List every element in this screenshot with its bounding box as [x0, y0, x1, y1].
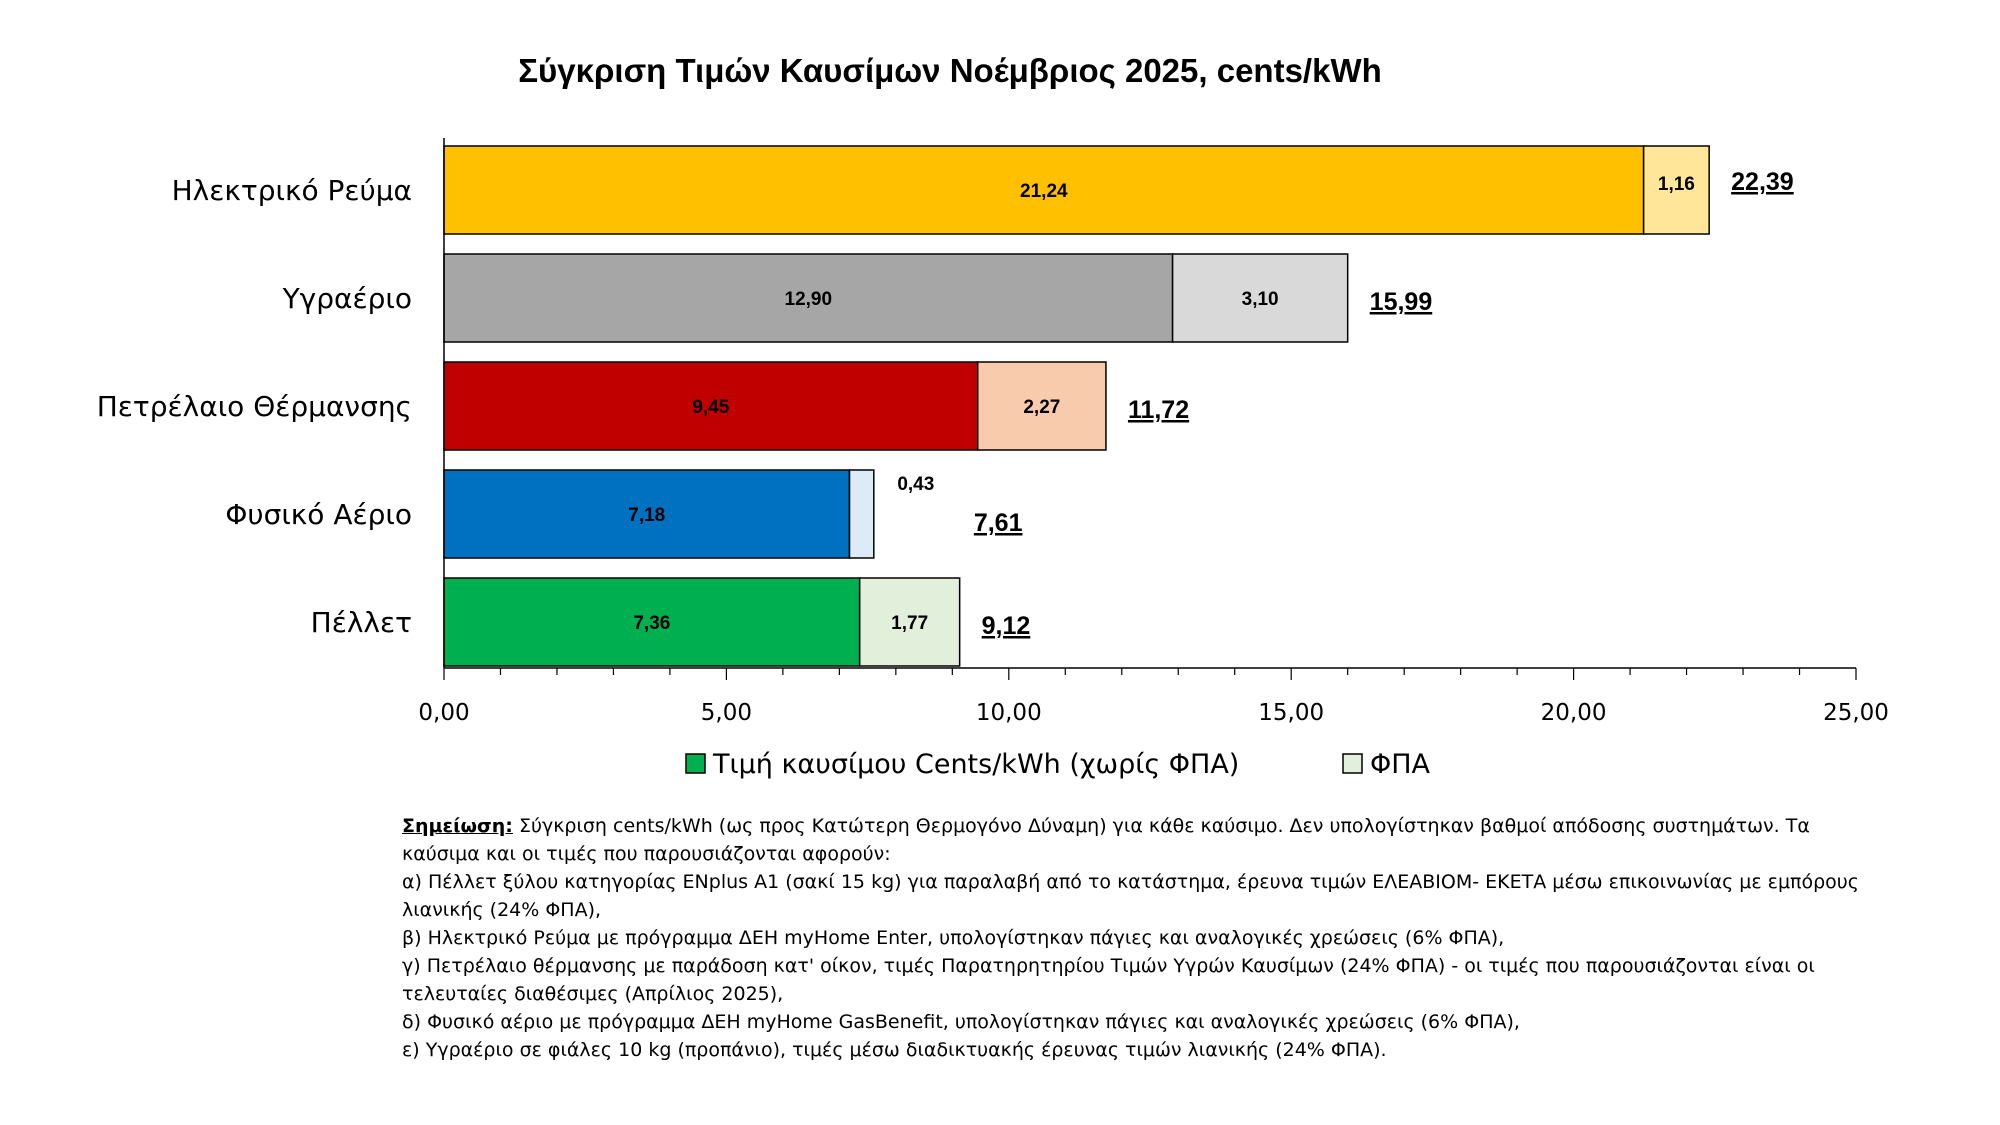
- category-label: Ηλεκτρικό Ρεύμα: [172, 174, 412, 207]
- bar-base: [443, 361, 979, 451]
- bar-vat-label: 1,16: [1658, 174, 1695, 195]
- bar-vat-label: 0,43: [897, 474, 934, 495]
- bar-base-label: 7,18: [628, 505, 665, 526]
- footnote-intro: Σημείωση: Σύγκριση cents/kWh (ως προς Κα…: [402, 812, 1862, 868]
- bar-base-label: 12,90: [785, 289, 833, 310]
- category-label: Υγραέριο: [282, 282, 412, 315]
- bar-vat: [848, 469, 875, 559]
- x-tick-label: 15,00: [1258, 700, 1324, 726]
- bar-vat-label: 1,77: [891, 613, 928, 634]
- footnote-label: Σημείωση:: [402, 815, 513, 837]
- x-tick-label: 5,00: [701, 700, 752, 726]
- footnote-item: ε) Υγραέριο σε φιάλες 10 kg (προπάνιο), …: [402, 1039, 1387, 1061]
- bar-total-label: 7,61: [974, 509, 1023, 537]
- bar-total-label: 15,99: [1370, 288, 1433, 316]
- footnote-item: δ) Φυσικό αέριο με πρόγραμμα ΔΕΗ myHome …: [402, 1011, 1520, 1033]
- bar-total-label: 11,72: [1128, 396, 1189, 424]
- legend-label: Τιμή καυσίμου Cents/kWh (χωρίς ΦΠΑ): [712, 749, 1239, 780]
- x-tick-label: 25,00: [1823, 700, 1889, 726]
- category-label: Πέλλετ: [311, 606, 412, 639]
- legend-swatch: [685, 753, 706, 774]
- footnote: Σημείωση: Σύγκριση cents/kWh (ως προς Κα…: [402, 812, 1862, 1064]
- chart-title: Σύγκριση Τιμών Καυσίμων Νοέμβριος 2025, …: [518, 52, 1382, 89]
- bar-vat: [858, 577, 961, 667]
- x-tick-label: 20,00: [1541, 700, 1607, 726]
- bar-total-label: 22,39: [1731, 168, 1794, 196]
- bar-vat-label: 2,27: [1023, 397, 1060, 418]
- bar-vat: [976, 361, 1107, 451]
- bar-vat: [1642, 145, 1710, 235]
- category-label: Φυσικό Αέριο: [225, 498, 412, 531]
- footnote-intro-text: Σύγκριση cents/kWh (ως προς Κατώτερη Θερ…: [402, 815, 1810, 865]
- bar-base-label: 21,24: [1020, 181, 1068, 202]
- bar-base-label: 7,36: [633, 613, 670, 634]
- category-label: Πετρέλαιο Θέρμανσης: [97, 390, 412, 423]
- bar-base: [443, 469, 851, 559]
- bar-base: [443, 145, 1645, 235]
- bar-total-label: 9,12: [982, 612, 1031, 640]
- legend-swatch: [1342, 753, 1363, 774]
- bar-base: [443, 253, 1174, 343]
- x-tick-label: 10,00: [976, 700, 1042, 726]
- footnote-item: α) Πέλλετ ξύλου κατηγορίας ENplus A1 (σα…: [402, 871, 1859, 921]
- legend-label: ΦΠΑ: [1370, 749, 1431, 780]
- x-tick-label: 0,00: [418, 700, 469, 726]
- footnote-item: γ) Πετρέλαιο θέρμανσης με παράδοση κατ' …: [402, 955, 1815, 1005]
- bar-base-label: 9,45: [692, 397, 729, 418]
- footnote-item: β) Ηλεκτρικό Ρεύμα με πρόγραμμα ΔΕΗ myHo…: [402, 927, 1505, 949]
- bar-vat-label: 3,10: [1242, 289, 1279, 310]
- bar-vat: [1171, 253, 1349, 343]
- stacked-bar-chart: Ηλεκτρικό Ρεύμα 21,24 1,16 22,39 Υγραέριο 12,…: [97, 138, 1889, 780]
